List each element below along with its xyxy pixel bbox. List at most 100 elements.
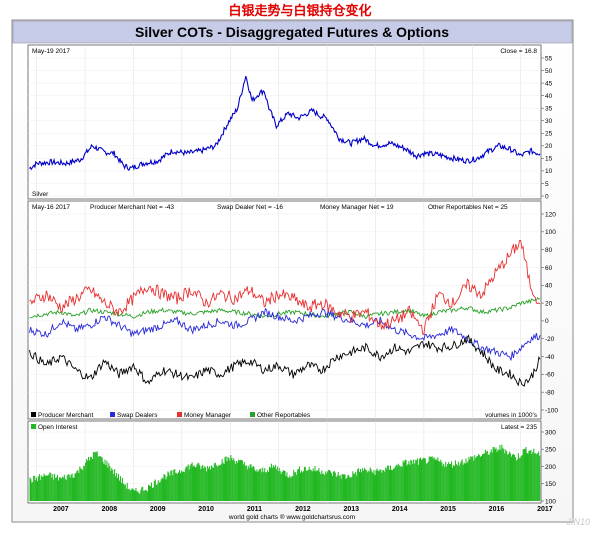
open-interest-bar bbox=[231, 457, 233, 501]
open-interest-bar bbox=[174, 469, 176, 501]
open-interest-bar bbox=[127, 489, 129, 501]
open-interest-bar bbox=[383, 470, 385, 501]
open-interest-bar bbox=[240, 460, 242, 501]
y-tick-label: 250 bbox=[545, 447, 556, 454]
open-interest-bar bbox=[155, 484, 157, 501]
y-tick-label: 100 bbox=[545, 498, 556, 505]
open-interest-bar bbox=[298, 469, 300, 501]
silver-price-line bbox=[29, 75, 541, 171]
open-interest-bar bbox=[402, 460, 404, 501]
money-manager-line bbox=[29, 239, 541, 336]
open-interest-bar bbox=[455, 464, 457, 501]
open-interest-bar bbox=[277, 471, 279, 501]
open-interest-bar bbox=[133, 490, 135, 501]
open-interest-bar bbox=[482, 453, 484, 501]
open-interest-bar bbox=[369, 467, 371, 501]
open-interest-bar bbox=[92, 452, 94, 501]
open-interest-bar bbox=[102, 461, 104, 501]
open-interest-bar bbox=[305, 470, 307, 501]
open-interest-bar bbox=[430, 457, 432, 501]
units-note: volumes in 1000's bbox=[485, 412, 538, 419]
open-interest-bar bbox=[147, 491, 149, 501]
open-interest-bar bbox=[526, 453, 528, 501]
open-interest-bar bbox=[268, 472, 270, 501]
open-interest-bar bbox=[264, 468, 266, 501]
open-interest-bar bbox=[422, 457, 424, 501]
open-interest-bar bbox=[267, 470, 269, 501]
open-interest-bar bbox=[266, 472, 268, 501]
open-interest-bar bbox=[379, 469, 381, 501]
open-interest-bar bbox=[75, 472, 77, 501]
open-interest-bar bbox=[307, 470, 309, 501]
open-interest-bar bbox=[353, 473, 355, 501]
open-interest-bar bbox=[81, 469, 83, 501]
open-interest-bar bbox=[56, 477, 58, 501]
open-interest-bar bbox=[354, 473, 356, 501]
open-interest-bar bbox=[519, 457, 521, 501]
open-interest-bar bbox=[175, 472, 177, 501]
open-interest-bar bbox=[93, 452, 95, 501]
open-interest-bar bbox=[474, 455, 476, 501]
open-interest-bar bbox=[378, 471, 380, 501]
open-interest-bar bbox=[537, 453, 539, 501]
price-close-label: Close = 16.8 bbox=[500, 48, 537, 55]
open-interest-bar bbox=[414, 463, 416, 501]
open-interest-bar bbox=[382, 470, 384, 501]
open-interest-bar bbox=[194, 467, 196, 501]
open-interest-bar bbox=[347, 474, 349, 501]
open-interest-bar bbox=[34, 475, 36, 501]
open-interest-bar bbox=[108, 463, 110, 501]
open-interest-bar bbox=[69, 477, 71, 501]
open-interest-bar bbox=[35, 480, 37, 501]
open-interest-bar bbox=[352, 471, 354, 501]
x-tick-label: 2009 bbox=[150, 506, 166, 513]
open-interest-bar bbox=[46, 475, 48, 501]
open-interest-bar bbox=[44, 475, 46, 501]
open-interest-bar bbox=[161, 477, 163, 501]
open-interest-bar bbox=[225, 456, 227, 501]
y-tick-label: 20 bbox=[545, 300, 553, 307]
open-interest-bar bbox=[385, 467, 387, 501]
open-interest-bar bbox=[522, 449, 524, 501]
open-interest-bar bbox=[202, 465, 204, 501]
open-interest-bar bbox=[213, 463, 215, 501]
open-interest-bar bbox=[167, 471, 169, 501]
open-interest-bar bbox=[116, 473, 118, 501]
open-interest-bar bbox=[137, 491, 139, 501]
open-interest-bar bbox=[293, 469, 295, 501]
open-interest-bar bbox=[485, 451, 487, 501]
open-interest-bar bbox=[308, 466, 310, 501]
open-interest-bar bbox=[458, 465, 460, 501]
x-tick-label: 2017 bbox=[537, 506, 553, 513]
open-interest-bar bbox=[351, 477, 353, 501]
open-interest-bar bbox=[164, 475, 166, 501]
open-interest-bar bbox=[237, 462, 239, 501]
open-interest-bar bbox=[483, 453, 485, 501]
open-interest-bar bbox=[173, 469, 175, 501]
price-date-label: May-19 2017 bbox=[32, 48, 70, 55]
open-interest-bar bbox=[476, 456, 478, 501]
open-interest-bar bbox=[418, 464, 420, 501]
y-tick-label: -60 bbox=[545, 372, 555, 379]
open-interest-bar bbox=[49, 472, 51, 501]
open-interest-bar bbox=[65, 480, 67, 501]
open-interest-bar bbox=[76, 471, 78, 501]
open-interest-bar bbox=[442, 465, 444, 501]
open-interest-bar bbox=[319, 472, 321, 501]
open-interest-bar bbox=[243, 462, 245, 501]
open-interest-bar bbox=[59, 477, 61, 501]
open-interest-bar bbox=[529, 450, 531, 501]
open-interest-bar bbox=[229, 460, 231, 501]
open-interest-bar bbox=[439, 461, 441, 501]
open-interest-bar bbox=[445, 461, 447, 501]
open-interest-bar bbox=[531, 453, 533, 501]
open-interest-bar bbox=[470, 456, 472, 501]
open-interest-bar bbox=[508, 453, 510, 501]
open-interest-bar bbox=[360, 469, 362, 501]
open-interest-bar bbox=[312, 468, 314, 501]
open-interest-bar bbox=[236, 461, 238, 501]
open-interest-bar bbox=[424, 458, 426, 501]
open-interest-bar bbox=[289, 475, 291, 501]
open-interest-bar bbox=[109, 466, 111, 501]
open-interest-bar bbox=[71, 473, 73, 501]
